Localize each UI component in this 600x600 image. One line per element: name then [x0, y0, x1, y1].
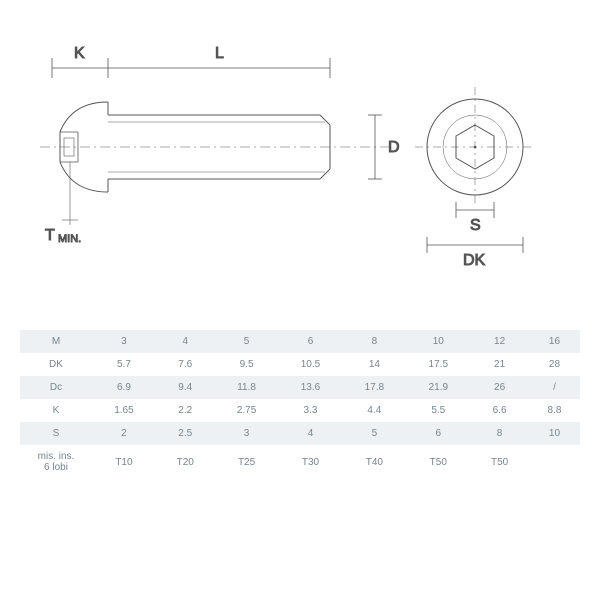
table-cell: 6 [279, 330, 343, 353]
row-header: M [20, 330, 92, 353]
table-cell: T25 [215, 445, 279, 479]
table-cell: 1.65 [92, 399, 156, 422]
table-cell: 5.7 [92, 353, 156, 376]
table-cell: T50 [406, 445, 470, 479]
table-cell: T50 [470, 445, 529, 479]
label-MIN: MIN. [58, 233, 81, 245]
table-row: DK5.77.69.510.51417.52128 [20, 353, 580, 376]
table-cell: T10 [92, 445, 156, 479]
table-cell: 6.9 [92, 376, 156, 399]
technical-drawing: K L D T MIN. [20, 40, 580, 290]
label-D: D [388, 139, 400, 156]
dimensions-table: M34568101216DK5.77.69.510.51417.52128Dc6… [20, 330, 580, 479]
table-cell: 5.5 [406, 399, 470, 422]
label-DK: DK [463, 252, 486, 269]
table-cell: 4 [279, 422, 343, 445]
row-header: Dc [20, 376, 92, 399]
label-T: T [45, 227, 55, 244]
table-cell: T40 [342, 445, 406, 479]
table-cell: 16 [529, 330, 580, 353]
table-cell: 4 [156, 330, 215, 353]
table-cell: 8.8 [529, 399, 580, 422]
table-row: S22.53456810 [20, 422, 580, 445]
table-cell: 6 [406, 422, 470, 445]
table-cell [529, 445, 580, 479]
table-cell: 3 [92, 330, 156, 353]
table-cell: 13.6 [279, 376, 343, 399]
table-cell: 7.6 [156, 353, 215, 376]
table-cell: 8 [342, 330, 406, 353]
table-cell: 17.5 [406, 353, 470, 376]
row-header: mis. ins.6 lobi [20, 445, 92, 479]
table-cell: 10 [406, 330, 470, 353]
table-cell: 4.4 [342, 399, 406, 422]
table-cell: 5 [342, 422, 406, 445]
table-row: mis. ins.6 lobiT10T20T25T30T40T50T50 [20, 445, 580, 479]
table-row: M34568101216 [20, 330, 580, 353]
row-header: K [20, 399, 92, 422]
label-K: K [74, 45, 85, 62]
label-L: L [215, 45, 224, 62]
table-cell: 21 [470, 353, 529, 376]
table-cell: T20 [156, 445, 215, 479]
table-cell: 3.3 [279, 399, 343, 422]
table-cell: 9.4 [156, 376, 215, 399]
label-S: S [470, 217, 481, 234]
table-cell: 26 [470, 376, 529, 399]
table-cell: T30 [279, 445, 343, 479]
table-cell: 3 [215, 422, 279, 445]
table-cell: 2.75 [215, 399, 279, 422]
table-cell: 10 [529, 422, 580, 445]
table-row: Dc6.99.411.813.617.821.926/ [20, 376, 580, 399]
table-cell: 6.6 [470, 399, 529, 422]
table-cell: 2.2 [156, 399, 215, 422]
table-cell: 2.5 [156, 422, 215, 445]
table-cell: 11.8 [215, 376, 279, 399]
table-cell: / [529, 376, 580, 399]
row-header: S [20, 422, 92, 445]
table-cell: 12 [470, 330, 529, 353]
table-cell: 17.8 [342, 376, 406, 399]
row-header: DK [20, 353, 92, 376]
table-cell: 21.9 [406, 376, 470, 399]
table-cell: 10.5 [279, 353, 343, 376]
table-row: K1.652.22.753.34.45.56.68.8 [20, 399, 580, 422]
table-cell: 8 [470, 422, 529, 445]
table-cell: 28 [529, 353, 580, 376]
table-cell: 9.5 [215, 353, 279, 376]
table-cell: 14 [342, 353, 406, 376]
table-cell: 2 [92, 422, 156, 445]
table-cell: 5 [215, 330, 279, 353]
